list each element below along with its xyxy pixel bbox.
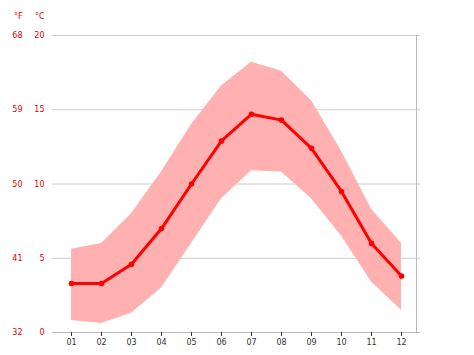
- svg-text:10: 10: [34, 180, 44, 189]
- svg-text:68: 68: [12, 31, 22, 40]
- svg-text:32: 32: [12, 328, 22, 337]
- svg-text:20: 20: [34, 31, 44, 40]
- svg-text:12: 12: [396, 338, 406, 347]
- svg-text:41: 41: [12, 254, 22, 263]
- svg-text:10: 10: [336, 338, 346, 347]
- svg-text:11: 11: [366, 338, 376, 347]
- svg-text:15: 15: [34, 105, 44, 114]
- svg-text:01: 01: [66, 338, 76, 347]
- svg-text:04: 04: [156, 338, 166, 347]
- svg-text:06: 06: [216, 338, 226, 347]
- svg-text:5: 5: [39, 254, 44, 263]
- svg-text:°F: °F: [14, 12, 23, 21]
- svg-text:03: 03: [126, 338, 136, 347]
- svg-text:02: 02: [96, 338, 106, 347]
- svg-text:07: 07: [246, 338, 256, 347]
- svg-text:59: 59: [12, 105, 22, 114]
- svg-text:50: 50: [12, 180, 22, 189]
- svg-text:05: 05: [186, 338, 196, 347]
- svg-text:°C: °C: [35, 12, 45, 21]
- svg-text:09: 09: [306, 338, 316, 347]
- svg-text:08: 08: [276, 338, 286, 347]
- svg-text:0: 0: [39, 328, 44, 337]
